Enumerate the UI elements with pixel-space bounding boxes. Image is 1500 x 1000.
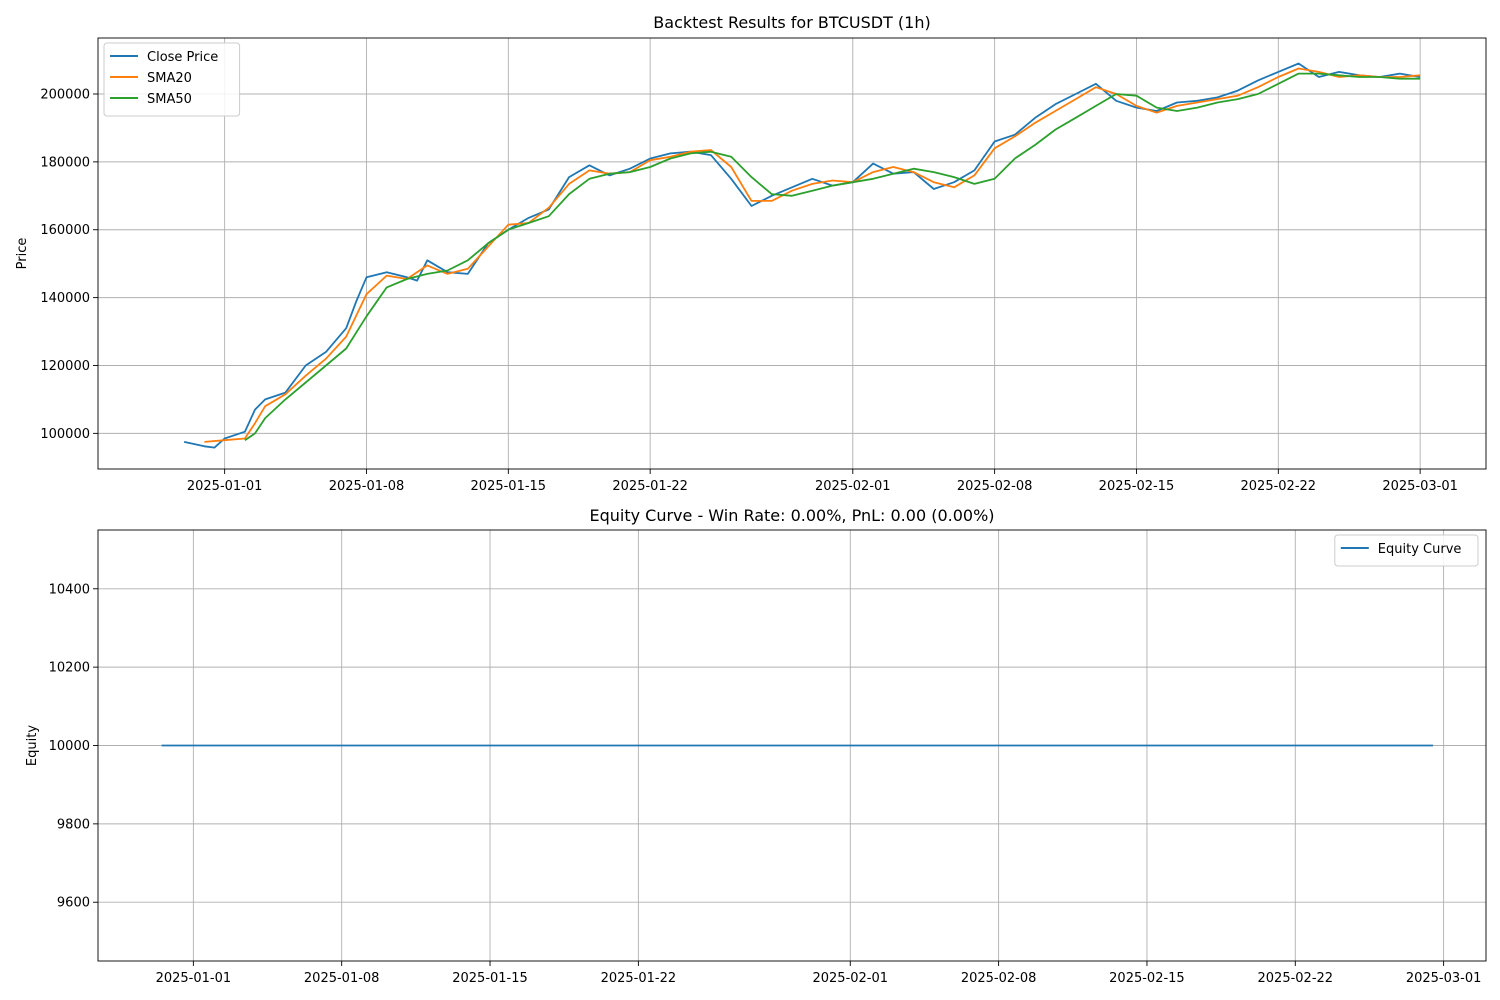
y-tick-label: 200000 (40, 87, 90, 102)
x-tick-label: 2025-01-22 (612, 479, 688, 494)
x-tick-label: 2025-01-08 (304, 971, 380, 986)
x-tick-label: 2025-03-01 (1406, 971, 1482, 986)
x-tick-label: 2025-03-01 (1382, 479, 1458, 494)
x-tick-label: 2025-02-15 (1099, 479, 1175, 494)
price-chart-panel: 2025-01-01 2025-01-08 2025-01-15 2025-01-22… (15, 13, 1487, 494)
y-tick-label: 160000 (40, 223, 90, 238)
x-tick-label: 2025-01-15 (471, 479, 547, 494)
legend-box (1334, 534, 1479, 567)
x-tick-label: 2025-02-01 (815, 479, 891, 494)
series-line-sma20 (204, 67, 1421, 443)
x-tick-label: 2025-01-01 (156, 971, 232, 986)
legend-label-sma50: SMA50 (147, 92, 192, 107)
y-tick-label: 10200 (49, 661, 90, 676)
legend-label-sma20: SMA20 (147, 71, 192, 86)
x-tick-label: 2025-02-15 (1109, 971, 1185, 986)
x-tick-label: 2025-02-22 (1258, 971, 1334, 986)
legend: Close Price SMA20 SMA50 (103, 42, 241, 117)
y-tick-label: 10000 (49, 739, 90, 754)
y-axis-label: Price (15, 238, 30, 270)
y-tick-label: 140000 (40, 291, 90, 306)
series-line-sma50 (244, 72, 1421, 441)
series-group (183, 62, 1421, 449)
x-tick-label: 2025-01-01 (187, 479, 263, 494)
plot-frame (97, 37, 1487, 470)
legend-label-equity-curve: Equity Curve (1378, 542, 1462, 557)
x-tick-label: 2025-02-22 (1241, 479, 1317, 494)
x-tick-label: 2025-02-08 (957, 479, 1033, 494)
plot-frame (97, 529, 1487, 962)
x-tick-label: 2025-02-01 (812, 971, 888, 986)
x-tick-label: 2025-02-08 (961, 971, 1037, 986)
x-tick-label: 2025-01-15 (452, 971, 528, 986)
y-tick-label: 9800 (57, 817, 90, 832)
x-tick-label: 2025-01-22 (601, 971, 677, 986)
chart-title: Equity Curve - Win Rate: 0.00%, PnL: 0.0… (589, 506, 994, 525)
x-tick-label: 2025-01-08 (329, 479, 405, 494)
y-axis-label: Equity (25, 725, 40, 766)
legend-label-close-price: Close Price (147, 50, 218, 65)
y-tick-label: 100000 (40, 427, 90, 442)
y-tick-label: 9600 (57, 896, 90, 911)
chart-title: Backtest Results for BTCUSDT (1h) (653, 13, 930, 32)
equity-chart-panel: 2025-01-01 2025-01-08 2025-01-15 2025-01-22… (25, 506, 1487, 986)
legend: Equity Curve (1334, 534, 1479, 567)
y-tick-label: 180000 (40, 155, 90, 170)
y-tick-label: 10400 (49, 582, 90, 597)
y-tick-label: 120000 (40, 359, 90, 374)
